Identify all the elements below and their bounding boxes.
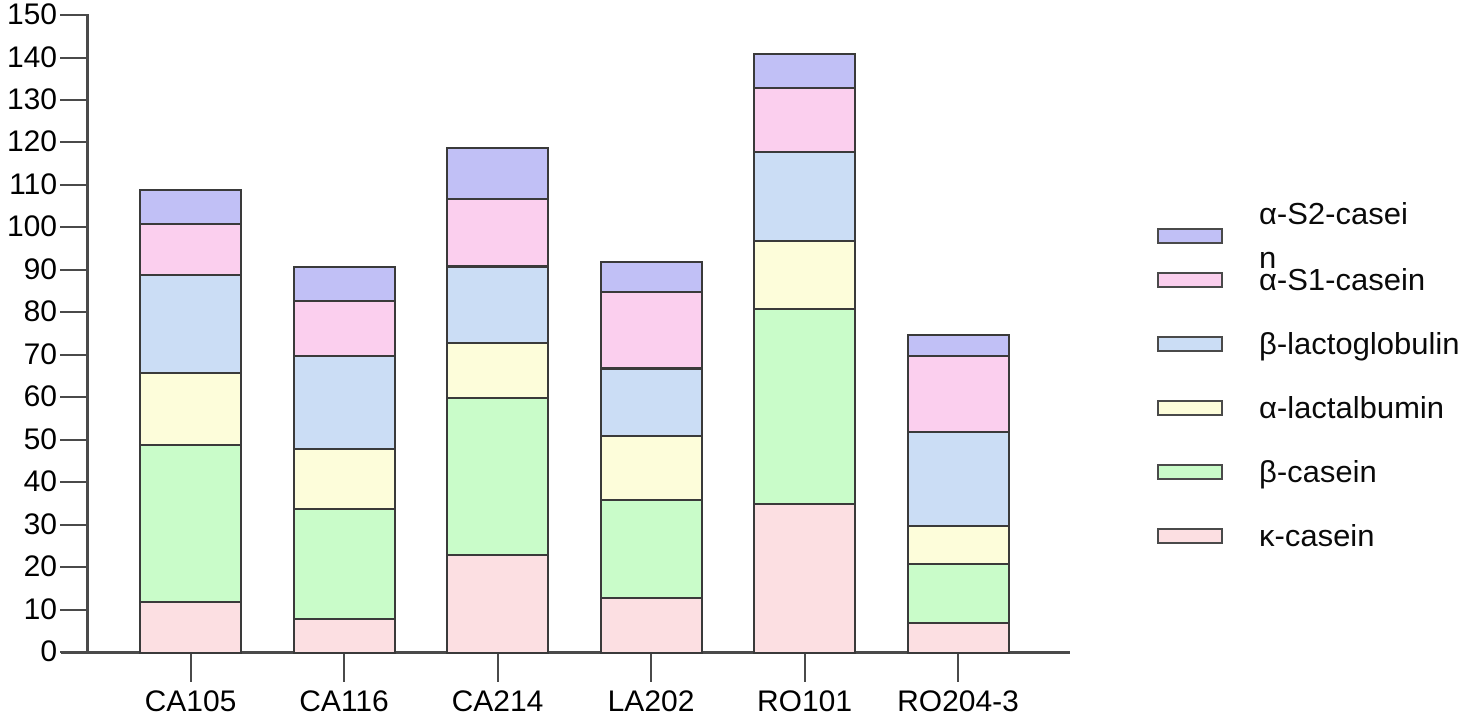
x-axis-tick [189, 654, 192, 682]
x-axis-label: LA202 [607, 685, 695, 718]
bar-segment [753, 308, 856, 506]
y-axis-tick-label: 50 [23, 422, 57, 456]
bar-segment [446, 265, 549, 344]
y-axis-line [86, 14, 89, 654]
bar-segment [446, 342, 549, 400]
y-axis-tick [60, 183, 88, 186]
y-axis-tick-label: 10 [23, 592, 57, 626]
y-axis-tick-label: 100 [6, 210, 57, 244]
bar-segment [753, 503, 856, 654]
bar-segment [753, 150, 856, 243]
bar-segment [906, 562, 1010, 625]
y-axis-tick [60, 226, 88, 229]
y-axis-tick [60, 651, 88, 653]
legend-swatch [1157, 400, 1223, 416]
y-axis-tick-label: 20 [23, 550, 57, 584]
legend-label: β-lactoglobulin [1259, 325, 1460, 361]
legend-label: α-S1-casein [1259, 261, 1426, 297]
legend-label: α-lactalbumin [1259, 390, 1445, 425]
x-axis-line [61, 651, 1070, 654]
legend-swatch [1157, 271, 1223, 288]
bar-segment [292, 448, 396, 510]
bar-segment [906, 354, 1010, 434]
bar-segment [599, 596, 703, 654]
legend-label: α-S2-casei n [1259, 196, 1408, 275]
y-axis-tick [60, 523, 88, 526]
bar-segment [139, 274, 242, 374]
y-axis-tick-label: 40 [23, 465, 57, 499]
x-axis-tick [803, 654, 806, 682]
bar-segment [292, 299, 396, 357]
bar-segment [906, 333, 1010, 357]
bar-segment [599, 291, 703, 370]
bar-segment [292, 265, 396, 302]
x-axis-tick [496, 654, 499, 682]
y-axis-tick [60, 353, 88, 356]
bar-segment [292, 507, 396, 620]
bar-segment [139, 371, 242, 446]
bar-segment [446, 397, 549, 557]
bar-segment [446, 146, 549, 200]
bar-segment [139, 601, 242, 654]
x-axis-tick [957, 654, 959, 682]
y-axis-tick-label: 90 [23, 252, 57, 286]
bar-segment [599, 499, 703, 599]
bar-segment [292, 354, 396, 451]
x-axis-label: RO101 [756, 685, 853, 718]
legend-swatch [1157, 335, 1223, 352]
legend-label: κ-casein [1259, 517, 1375, 553]
y-axis-tick-label: 120 [6, 125, 57, 159]
bar-segment [599, 435, 703, 502]
y-axis-tick-label: 0 [40, 635, 57, 668]
bar-segment [753, 240, 856, 310]
y-axis-tick [60, 141, 88, 144]
y-axis-tick-label: 60 [23, 380, 57, 414]
x-axis-label: CA105 [144, 685, 237, 718]
bar-segment [446, 554, 549, 654]
y-axis-tick-label: 140 [6, 40, 57, 74]
y-axis-tick [60, 311, 88, 314]
legend-swatch [1157, 228, 1223, 244]
x-axis-tick [343, 654, 345, 682]
legend-swatch [1157, 527, 1223, 544]
y-axis-tick-label: 30 [23, 507, 57, 541]
legend-swatch [1157, 463, 1223, 480]
y-axis-tick [60, 566, 88, 569]
bar-segment [753, 53, 856, 90]
x-axis-label: CA116 [299, 685, 389, 718]
y-axis-tick-label: 150 [6, 0, 57, 31]
y-axis-tick [60, 56, 88, 59]
bar-segment [292, 618, 396, 654]
bar-segment [906, 524, 1010, 565]
y-axis-tick [60, 268, 88, 271]
bar-segment [139, 223, 242, 277]
bar-segment [139, 189, 242, 226]
y-axis-tick-label: 80 [23, 295, 57, 329]
bar-segment [446, 197, 549, 268]
y-axis-tick [60, 438, 88, 441]
bar-segment [599, 367, 703, 438]
y-axis-tick-label: 110 [9, 167, 57, 201]
bar-segment [753, 87, 856, 153]
x-axis-label: CA214 [451, 685, 544, 718]
bar-segment [599, 261, 703, 293]
bar-segment [139, 443, 242, 603]
y-axis-tick [60, 396, 88, 399]
y-axis-tick [60, 14, 88, 16]
y-axis-tick [60, 481, 88, 484]
y-axis-tick-label: 70 [23, 337, 57, 371]
bar-segment [906, 431, 1010, 527]
y-axis-tick [60, 608, 88, 611]
legend-label: β-casein [1259, 453, 1377, 489]
y-axis-tick [60, 98, 88, 101]
x-axis-label: RO204-3 [897, 685, 1019, 718]
y-axis-tick-label: 130 [6, 82, 57, 116]
x-axis-tick [650, 654, 652, 682]
bar-segment [906, 622, 1010, 654]
